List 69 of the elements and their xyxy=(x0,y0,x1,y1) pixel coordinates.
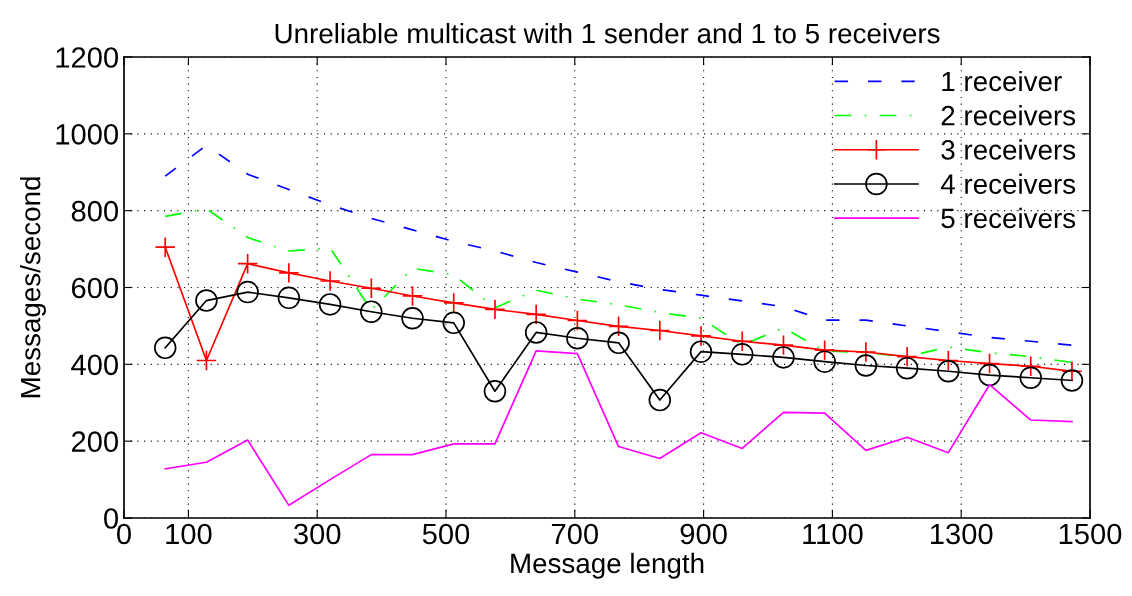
legend-label: 2 receivers xyxy=(941,105,1076,126)
point xyxy=(772,334,795,356)
legend-label: 1 receiver xyxy=(942,70,1062,92)
point xyxy=(937,349,959,372)
point xyxy=(195,349,217,372)
point xyxy=(360,277,382,299)
y-axis-title: Messages/second xyxy=(20,177,46,398)
point xyxy=(1060,369,1084,392)
point xyxy=(237,253,259,275)
point xyxy=(484,298,506,320)
point xyxy=(443,292,465,314)
point xyxy=(195,289,218,312)
chart-title: Unreliable multicast with 1 sender and 1 to 5 receivers xyxy=(275,22,940,44)
y-tick-label: 0 xyxy=(104,508,118,529)
x-axis-title: Message length xyxy=(511,552,704,579)
line-series xyxy=(164,350,1073,507)
x-tick-label: 700 xyxy=(551,523,598,545)
point xyxy=(1020,355,1042,377)
point xyxy=(442,311,465,335)
point xyxy=(649,319,671,342)
point xyxy=(524,321,548,344)
point xyxy=(401,306,424,330)
point xyxy=(813,350,836,373)
x-tick-label: 900 xyxy=(680,523,727,545)
legend-label: 3 receivers xyxy=(941,139,1076,160)
legend-label: 5 receivers xyxy=(941,207,1076,229)
point xyxy=(690,325,712,347)
x-tick-label: 500 xyxy=(422,523,470,545)
point xyxy=(153,336,177,360)
point xyxy=(154,236,176,258)
point xyxy=(401,285,424,307)
point xyxy=(937,359,960,383)
point xyxy=(896,346,918,368)
point xyxy=(360,300,383,323)
point xyxy=(978,363,1001,387)
point xyxy=(525,303,547,325)
y-tick-label: 400 xyxy=(71,354,118,376)
x-tick-label: 100 xyxy=(166,523,212,545)
x-tick-label: 300 xyxy=(293,523,341,545)
point xyxy=(978,353,1001,375)
x-tick-label: 1500 xyxy=(1059,523,1122,545)
point xyxy=(318,293,342,316)
point xyxy=(648,388,672,412)
point xyxy=(1019,366,1043,390)
point xyxy=(566,309,588,332)
y-tick-label: 800 xyxy=(71,200,118,222)
y-tick-label: 1200 xyxy=(56,47,118,68)
point xyxy=(608,315,630,337)
point xyxy=(854,354,878,377)
point xyxy=(689,340,713,363)
point xyxy=(236,280,259,304)
y-tick-label: 200 xyxy=(71,431,118,453)
x-tick-label: 1100 xyxy=(803,523,863,545)
point xyxy=(566,326,589,350)
y-tick-label: 1000 xyxy=(56,124,118,145)
legend-label: 4 receivers xyxy=(940,173,1076,194)
point xyxy=(772,346,795,369)
point xyxy=(855,341,877,363)
point xyxy=(814,339,836,361)
point xyxy=(607,331,630,355)
point xyxy=(731,330,753,352)
x-tick-label: 1300 xyxy=(930,523,993,545)
point xyxy=(483,379,507,403)
point xyxy=(730,343,754,366)
point xyxy=(895,356,919,380)
point xyxy=(319,270,341,292)
point xyxy=(277,286,301,310)
point xyxy=(278,262,300,284)
y-tick-label: 600 xyxy=(71,277,118,299)
